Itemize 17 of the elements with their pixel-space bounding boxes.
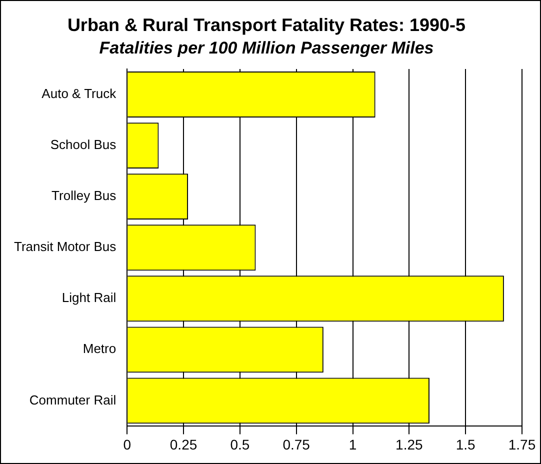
x-tick-label: 0.75 (282, 436, 310, 452)
y-tick-label: Transit Motor Bus (14, 239, 117, 254)
x-tick-label: 0.5 (230, 436, 250, 452)
x-tick-label: 0.25 (170, 436, 198, 452)
x-tick-label: 1.25 (396, 436, 424, 452)
y-tick-label: Metro (82, 341, 116, 356)
x-tick-label: 1.5 (456, 436, 476, 452)
y-tick-label: Auto & Truck (42, 86, 117, 102)
x-tick-label: 0 (123, 436, 132, 452)
y-tick-label: Commuter Rail (29, 392, 116, 408)
x-tick-label: 1 (348, 436, 357, 452)
y-tick-label: Trolley Bus (52, 188, 117, 204)
y-tick-label: Light Rail (62, 290, 116, 306)
chart-title: Urban & Rural Transport Fatality Rates: 1990-5 (67, 14, 466, 35)
y-tick-label: School Bus (50, 137, 117, 152)
chart-subtitle: Fatalities per 100 Million Passenger Miles (99, 38, 434, 58)
x-tick-label: 1.75 (508, 436, 536, 452)
